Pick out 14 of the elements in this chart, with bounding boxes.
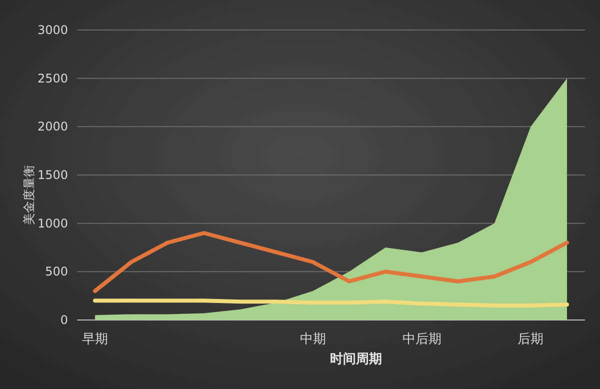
- line-series: [93, 231, 569, 293]
- y-axis-title: 美金度量衡: [22, 165, 36, 225]
- y-tick-label: 2500: [37, 71, 68, 86]
- y-tick-label: 0: [60, 313, 68, 327]
- x-tick-label: 后期: [518, 332, 544, 347]
- y-tick-label: 1000: [37, 216, 68, 230]
- y-tick-label: 500: [45, 264, 68, 279]
- x-axis-title: 时间周期: [330, 352, 382, 367]
- y-tick-label: 1500: [37, 168, 68, 182]
- y-tick-label: 3000: [37, 23, 68, 37]
- x-tick-label: 中后期: [402, 332, 442, 347]
- y-tick-label: 2000: [37, 120, 68, 134]
- x-tick-label: 中期: [300, 332, 326, 347]
- x-tick-label: 早期: [82, 332, 108, 347]
